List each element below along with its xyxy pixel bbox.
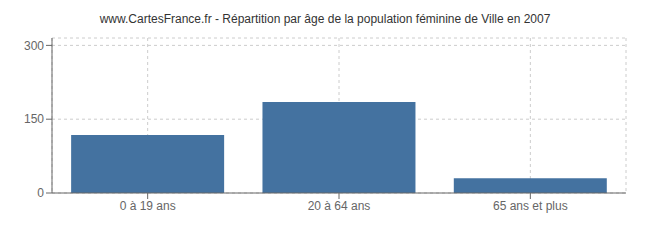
svg-text:150: 150 xyxy=(24,112,44,126)
svg-text:0: 0 xyxy=(37,186,44,200)
svg-text:300: 300 xyxy=(24,39,44,53)
svg-text:20 à 64 ans: 20 à 64 ans xyxy=(308,199,371,213)
html-text:www.CartesFrance.fr - Répartit: www.CartesFrance.fr - Répartition par âg… xyxy=(99,12,551,26)
svg-text:65 ans et plus: 65 ans et plus xyxy=(493,199,568,213)
svg-text:0 à 19 ans: 0 à 19 ans xyxy=(120,199,176,213)
